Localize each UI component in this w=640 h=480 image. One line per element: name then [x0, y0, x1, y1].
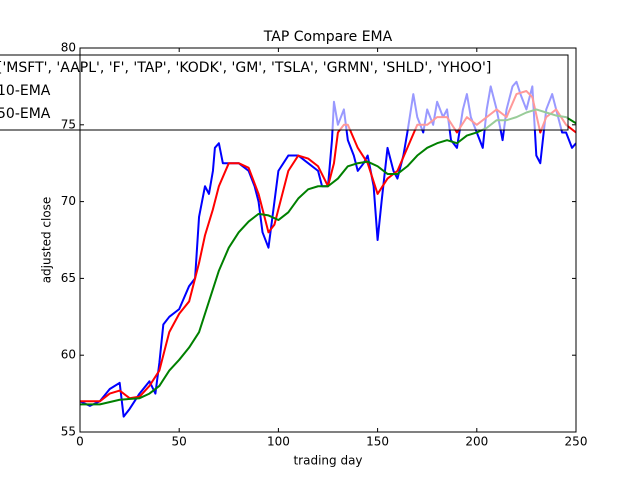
y-tick-label: 60 [61, 348, 76, 362]
chart-title: TAP Compare EMA [263, 29, 393, 45]
x-tick-label: 250 [565, 435, 588, 449]
x-tick-label: 100 [267, 435, 290, 449]
y-tick-label: 65 [61, 271, 76, 285]
x-tick-label: 50 [172, 435, 187, 449]
axes-frame [79, 47, 577, 433]
legend-label: 50-EMA [0, 106, 51, 122]
x-axis-label: trading day [293, 454, 362, 468]
x-tick-label: 150 [366, 435, 389, 449]
legend-label: 10-EMA [0, 83, 51, 99]
y-tick-label: 55 [61, 425, 76, 439]
x-tick-label: 200 [465, 435, 488, 449]
y-tick-label: 80 [61, 41, 76, 55]
legend-box [0, 54, 569, 131]
x-tick-label: 0 [76, 435, 84, 449]
y-tick-label: 70 [61, 194, 76, 208]
y-tick-label: 75 [61, 117, 76, 131]
legend-label: ['MSFT', 'AAPL', 'F', 'TAP', 'KODK', 'GM… [0, 60, 491, 76]
y-axis-label: adjusted close [40, 197, 54, 284]
